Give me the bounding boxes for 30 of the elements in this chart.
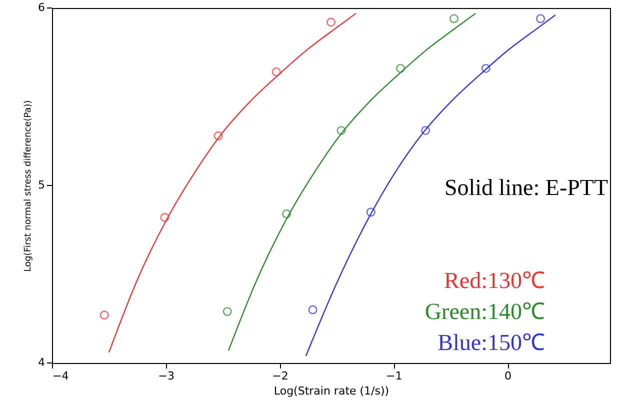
point: [326, 18, 336, 27]
line-series: [108, 12, 357, 353]
text: Blue:150℃: [438, 330, 545, 355]
point: [366, 208, 376, 217]
annotation: Solid line: E-PTT: [444, 175, 608, 200]
x-tick-label: −4: [52, 370, 69, 382]
point: [449, 14, 459, 24]
y-tick-label: 6: [38, 1, 45, 14]
point: [536, 14, 546, 24]
point: [160, 212, 170, 222]
point: [100, 310, 109, 320]
point: [272, 67, 281, 76]
point: [420, 126, 430, 135]
text: Green:140℃: [424, 299, 545, 324]
point: [336, 126, 346, 135]
x-tick-label: −2: [272, 370, 288, 382]
point: [214, 131, 223, 140]
point: [308, 305, 318, 314]
point: [282, 209, 292, 218]
x-tick-label: 0: [504, 370, 512, 382]
y-axis-title: Log(First normal stress difference(Pa)): [24, 100, 34, 272]
text: Red:130℃: [444, 268, 545, 293]
point: [481, 64, 490, 73]
point: [222, 307, 232, 316]
x-tick-label: −3: [158, 370, 174, 382]
x-axis-title: Log(Strain rate (1/s)): [274, 384, 390, 398]
y-tick-label: 4: [38, 356, 45, 369]
x-tick-label: −1: [386, 370, 402, 382]
point: [396, 64, 405, 73]
y-tick-label: 5: [38, 178, 45, 192]
